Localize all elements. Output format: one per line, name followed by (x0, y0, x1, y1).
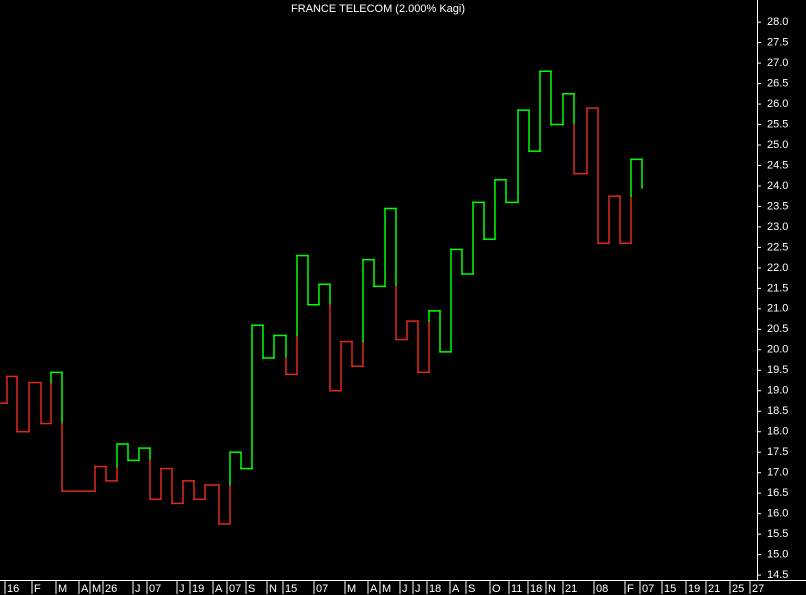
y-tick-label: 27.0 (767, 57, 788, 69)
x-tick-label: A (215, 583, 223, 595)
x-tick-label: 26 (105, 583, 117, 595)
y-tick-label: 20.0 (767, 344, 788, 356)
x-tick-label: 08 (596, 583, 608, 595)
x-tick-label: M (347, 583, 356, 595)
y-tick-label: 16.0 (767, 508, 788, 520)
x-tick-label: 15 (664, 583, 676, 595)
x-tick-label: 21 (565, 583, 577, 595)
y-tick-label: 25.0 (767, 139, 788, 151)
y-tick-label: 19.5 (767, 364, 788, 376)
y-tick-label: 22.0 (767, 262, 788, 274)
y-tick-label: 18.0 (767, 426, 788, 438)
x-tick-label: 07 (229, 583, 241, 595)
x-tick-label: 07 (149, 583, 161, 595)
y-tick-label: 17.0 (767, 467, 788, 479)
x-tick-label: N (548, 583, 556, 595)
x-tick-label: 07 (642, 583, 654, 595)
y-tick-label: 28.0 (767, 16, 788, 28)
x-tick-label: 21 (708, 583, 720, 595)
x-tick-label: 18 (530, 583, 542, 595)
x-tick-label: J (415, 583, 421, 595)
chart-title: FRANCE TELECOM (2.000% Kagi) (291, 3, 465, 15)
x-tick-label: A (370, 583, 378, 595)
x-tick-label: S (248, 583, 255, 595)
y-tick-label: 23.0 (767, 221, 788, 233)
x-tick-label: 27 (752, 583, 764, 595)
y-tick-label: 21.0 (767, 303, 788, 315)
x-tick-label: 18 (429, 583, 441, 595)
y-tick-label: 18.5 (767, 405, 788, 417)
x-tick-label: 25 (732, 583, 744, 595)
y-tick-label: 23.5 (767, 200, 788, 212)
y-tick-label: 15.5 (767, 528, 788, 540)
x-tick-label: J (179, 583, 185, 595)
y-tick-label: 16.5 (767, 487, 788, 499)
y-tick-label: 24.5 (767, 159, 788, 171)
x-tick-label: J (402, 583, 408, 595)
y-tick-label: 19.0 (767, 385, 788, 397)
y-tick-label: 26.5 (767, 77, 788, 89)
y-tick-label: 17.5 (767, 446, 788, 458)
y-tick-label: 15.0 (767, 549, 788, 561)
y-tick-label: 21.5 (767, 282, 788, 294)
x-tick-label: N (269, 583, 277, 595)
x-tick-label: A (452, 583, 460, 595)
x-tick-label: 07 (316, 583, 328, 595)
x-tick-label: O (492, 583, 501, 595)
x-tick-label: 11 (511, 583, 522, 595)
x-tick-label: A (81, 583, 89, 595)
x-tick-label: F (627, 583, 634, 595)
y-tick-label: 20.5 (767, 323, 788, 335)
x-tick-label: S (468, 583, 475, 595)
x-tick-label: M (92, 583, 101, 595)
x-tick-label: 16 (7, 583, 19, 595)
x-tick-label: 19 (192, 583, 204, 595)
x-tick-label: F (34, 583, 41, 595)
x-tick-label: 19 (688, 583, 700, 595)
y-tick-label: 24.0 (767, 180, 788, 192)
y-tick-label: 26.0 (767, 98, 788, 110)
y-tick-label: 14.5 (767, 569, 788, 581)
x-tick-label: J (135, 583, 141, 595)
y-tick-label: 25.5 (767, 118, 788, 130)
y-tick-label: 27.5 (767, 37, 788, 49)
x-tick-label: M (382, 583, 391, 595)
x-tick-label: 15 (285, 583, 297, 595)
y-tick-label: 22.5 (767, 241, 788, 253)
x-tick-label: M (58, 583, 67, 595)
